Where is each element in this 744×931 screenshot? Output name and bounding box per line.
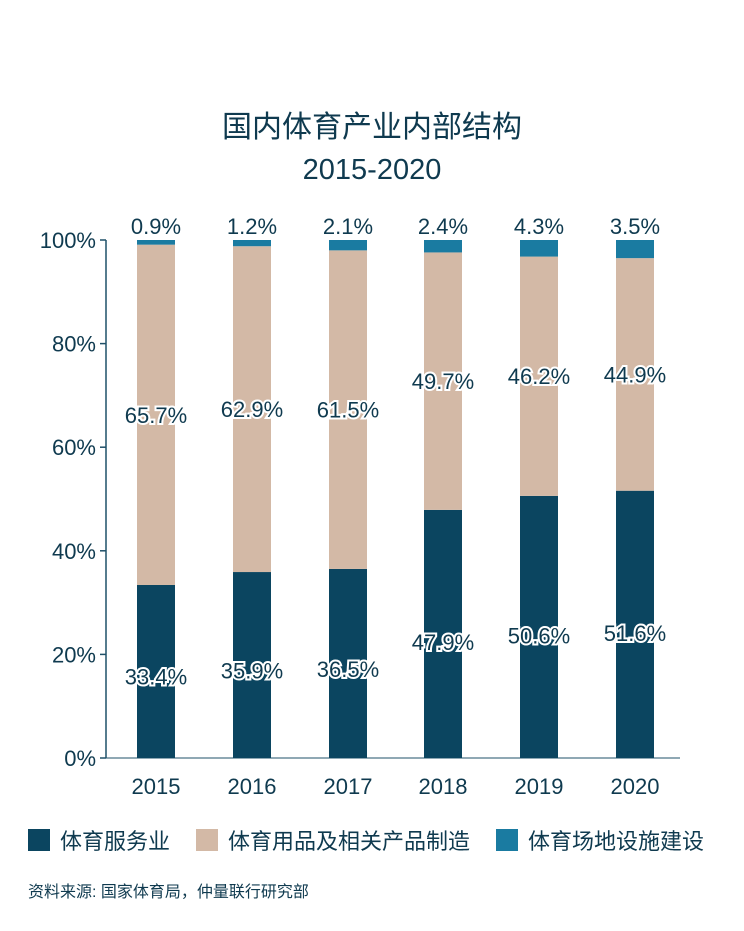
data-label-service: 35.9% bbox=[221, 658, 283, 683]
data-label-goods: 44.9% bbox=[604, 362, 666, 387]
chart-subtitle: 2015-2020 bbox=[302, 154, 442, 186]
bar-segment-venue bbox=[137, 240, 175, 245]
legend-item-venue: 体育场地设施建设 bbox=[496, 824, 704, 856]
bar-segment-venue bbox=[233, 240, 271, 247]
data-label-venue: 4.3% bbox=[514, 214, 564, 239]
legend: 体育服务业 体育用品及相关产品制造 体育场地设施建设 bbox=[28, 824, 730, 856]
bar-segment-goods bbox=[616, 258, 654, 491]
y-tick-label: 100% bbox=[40, 228, 96, 253]
x-tick-label: 2019 bbox=[515, 774, 564, 799]
stacked-bar-chart: 0% 20% 40% 60% 80% 100% 33.4% 65.7% 0.9% 2015 35.9… bbox=[40, 214, 680, 799]
bar-segment-service bbox=[137, 584, 175, 758]
data-label-goods: 65.7% bbox=[125, 403, 187, 428]
y-tick-label: 80% bbox=[52, 332, 96, 357]
y-tick-label: 0% bbox=[64, 746, 96, 771]
x-tick-label: 2020 bbox=[611, 774, 660, 799]
x-tick-label: 2018 bbox=[419, 774, 468, 799]
data-label-goods: 61.5% bbox=[317, 398, 379, 423]
data-label-service: 50.6% bbox=[508, 623, 570, 648]
bar-segment-venue bbox=[616, 240, 654, 259]
bar-segment-goods bbox=[137, 244, 175, 585]
bar-segment-venue bbox=[520, 240, 558, 257]
bar-segment-service bbox=[233, 572, 271, 758]
data-label-service: 47.9% bbox=[412, 630, 474, 655]
y-tick-label: 20% bbox=[52, 642, 96, 667]
bar-segment-goods bbox=[520, 256, 558, 496]
data-label-venue: 1.2% bbox=[227, 214, 277, 239]
legend-item-service: 体育服务业 bbox=[28, 824, 170, 856]
bar-segment-venue bbox=[329, 240, 367, 251]
x-tick-label: 2015 bbox=[132, 774, 181, 799]
data-label-service: 36.5% bbox=[317, 657, 379, 682]
legend-item-goods: 体育用品及相关产品制造 bbox=[196, 824, 470, 856]
legend-swatch-service bbox=[28, 829, 50, 851]
data-label-goods: 49.7% bbox=[412, 369, 474, 394]
bar-segment-venue bbox=[424, 240, 462, 253]
x-tick-label: 2017 bbox=[324, 774, 373, 799]
bar-segment-goods bbox=[233, 246, 271, 573]
data-label-service: 33.4% bbox=[125, 664, 187, 689]
y-tick-label: 40% bbox=[52, 539, 96, 564]
legend-label-goods: 体育用品及相关产品制造 bbox=[228, 829, 471, 854]
x-tick-label: 2016 bbox=[228, 774, 277, 799]
source-note: 资料来源: 国家体育局，仲量联行研究部 bbox=[28, 884, 309, 901]
bar-segment-goods bbox=[329, 250, 367, 569]
legend-swatch-goods bbox=[196, 829, 219, 851]
bar-segment-service bbox=[424, 509, 462, 758]
bar-segment-service bbox=[616, 490, 654, 758]
data-label-service: 51.6% bbox=[604, 621, 666, 646]
legend-label-venue: 体育场地设施建设 bbox=[528, 829, 705, 854]
data-label-venue: 2.4% bbox=[418, 214, 468, 239]
data-label-goods: 46.2% bbox=[508, 364, 570, 389]
data-label-venue: 0.9% bbox=[131, 214, 181, 239]
data-label-venue: 2.1% bbox=[323, 214, 373, 239]
data-label-goods: 62.9% bbox=[221, 397, 283, 422]
legend-swatch-venue bbox=[496, 829, 519, 851]
y-tick-label: 60% bbox=[52, 435, 96, 460]
bar-segment-goods bbox=[424, 252, 462, 510]
data-label-venue: 3.5% bbox=[610, 214, 660, 239]
bar-segment-service bbox=[329, 568, 367, 758]
bar-segment-service bbox=[520, 495, 558, 758]
legend-label-service: 体育服务业 bbox=[60, 829, 171, 854]
chart-title: 国内体育产业内部结构 bbox=[222, 111, 522, 144]
